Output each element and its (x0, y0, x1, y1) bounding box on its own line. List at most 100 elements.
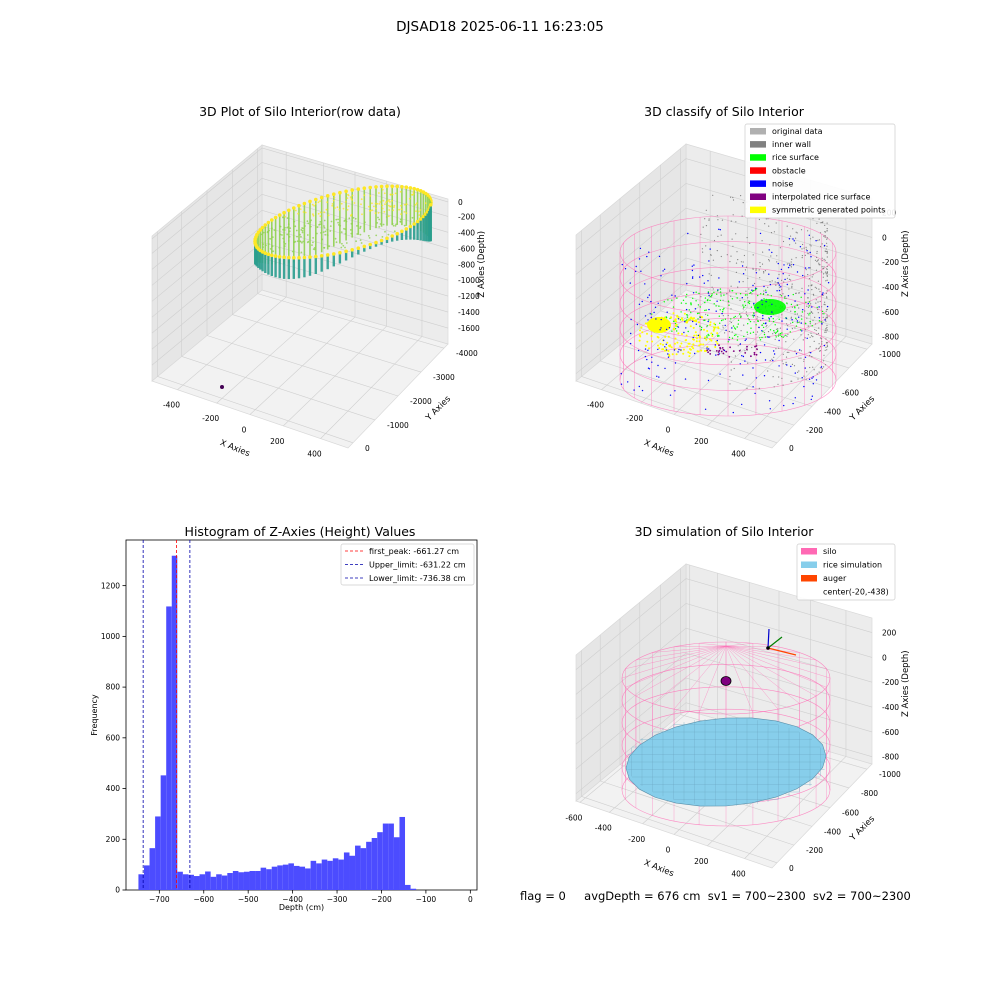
point (394, 192, 397, 195)
wall-point (720, 293, 722, 295)
wall-point (818, 327, 820, 329)
histogram-bar (227, 873, 233, 890)
noise-point (665, 328, 668, 331)
grid-line (257, 293, 445, 349)
wall-point (755, 269, 757, 271)
wall-point (789, 235, 792, 237)
wall-point (813, 369, 815, 371)
point (316, 232, 318, 235)
wall-point (778, 273, 780, 276)
noise-point (753, 302, 755, 305)
wall-point (730, 361, 733, 363)
wall-point (742, 202, 744, 204)
histogram-bar (216, 874, 222, 890)
point (389, 193, 392, 196)
point (351, 194, 354, 197)
rice-point (708, 334, 710, 337)
point (379, 223, 382, 225)
wall-point (767, 286, 769, 288)
noise-point (640, 270, 642, 272)
roof-line (699, 642, 727, 647)
histogram-bar (327, 860, 333, 890)
point-top (356, 187, 361, 191)
wall-point (795, 318, 798, 320)
point (363, 194, 366, 197)
grid-line (181, 356, 376, 421)
rice-point (692, 297, 694, 299)
wall-point (711, 286, 713, 288)
noise-point (674, 362, 677, 364)
x-tick-label: −600 (193, 895, 214, 904)
wall-point (817, 312, 819, 314)
point-top (408, 186, 413, 190)
symmetric-point (689, 348, 692, 351)
wall-point (817, 239, 819, 241)
wall-point (826, 314, 828, 316)
noise-point (784, 278, 786, 281)
wall-point (807, 252, 809, 254)
wall-point (782, 240, 785, 243)
histogram-bar (155, 816, 161, 890)
symmetric-point (696, 350, 699, 353)
histogram-bar (316, 863, 322, 890)
noise-point (764, 359, 767, 361)
noise-point (763, 285, 765, 288)
wall-point (756, 331, 759, 333)
wall-point (789, 244, 791, 246)
wall-point (763, 332, 766, 334)
noise-point (687, 232, 689, 235)
wall-point (735, 262, 738, 264)
wall-point (810, 245, 812, 247)
x-tick-label: -200 (626, 414, 643, 423)
point (279, 225, 281, 228)
wall-point (755, 333, 757, 336)
symmetric-point (656, 335, 659, 338)
wall-point (821, 271, 823, 273)
wall-point (822, 321, 824, 323)
noise-point (648, 251, 650, 253)
symmetric-point (698, 340, 701, 343)
interpolated-point (755, 353, 758, 356)
symmetric-point (682, 352, 685, 355)
wall-point (740, 330, 742, 332)
point-top (385, 236, 389, 241)
symmetric-point (639, 329, 641, 332)
point (336, 206, 339, 209)
point (283, 245, 286, 248)
symmetric-point (674, 337, 677, 340)
point (371, 209, 373, 212)
wall-point (783, 335, 785, 337)
rice-point (808, 305, 810, 307)
noise-point (677, 351, 679, 353)
point-top (297, 255, 301, 260)
point (368, 205, 370, 208)
noise-point (644, 283, 646, 285)
noise-point (629, 282, 631, 284)
rice-point (768, 320, 771, 322)
symmetric-point (706, 345, 709, 348)
wall-point (822, 313, 824, 315)
roof-line (635, 645, 727, 661)
wall-point (798, 357, 800, 359)
point-top (418, 217, 423, 221)
symmetric-point (672, 312, 675, 315)
noise-point (782, 273, 784, 275)
rice-point (700, 326, 703, 329)
wall-point (786, 225, 788, 227)
point (417, 210, 420, 213)
wall-point (782, 363, 784, 365)
point (335, 241, 338, 244)
rice-point (651, 313, 653, 315)
rice-point (769, 329, 772, 331)
noise-point (728, 339, 730, 341)
wall-point (806, 371, 808, 373)
z-tick-label: -800 (458, 260, 475, 269)
histogram-bar (177, 871, 183, 890)
point (411, 216, 414, 219)
rice-point (709, 299, 711, 302)
wall-point (826, 268, 828, 270)
point (350, 222, 353, 225)
wall-point (826, 346, 829, 348)
symmetric-point (681, 319, 684, 322)
